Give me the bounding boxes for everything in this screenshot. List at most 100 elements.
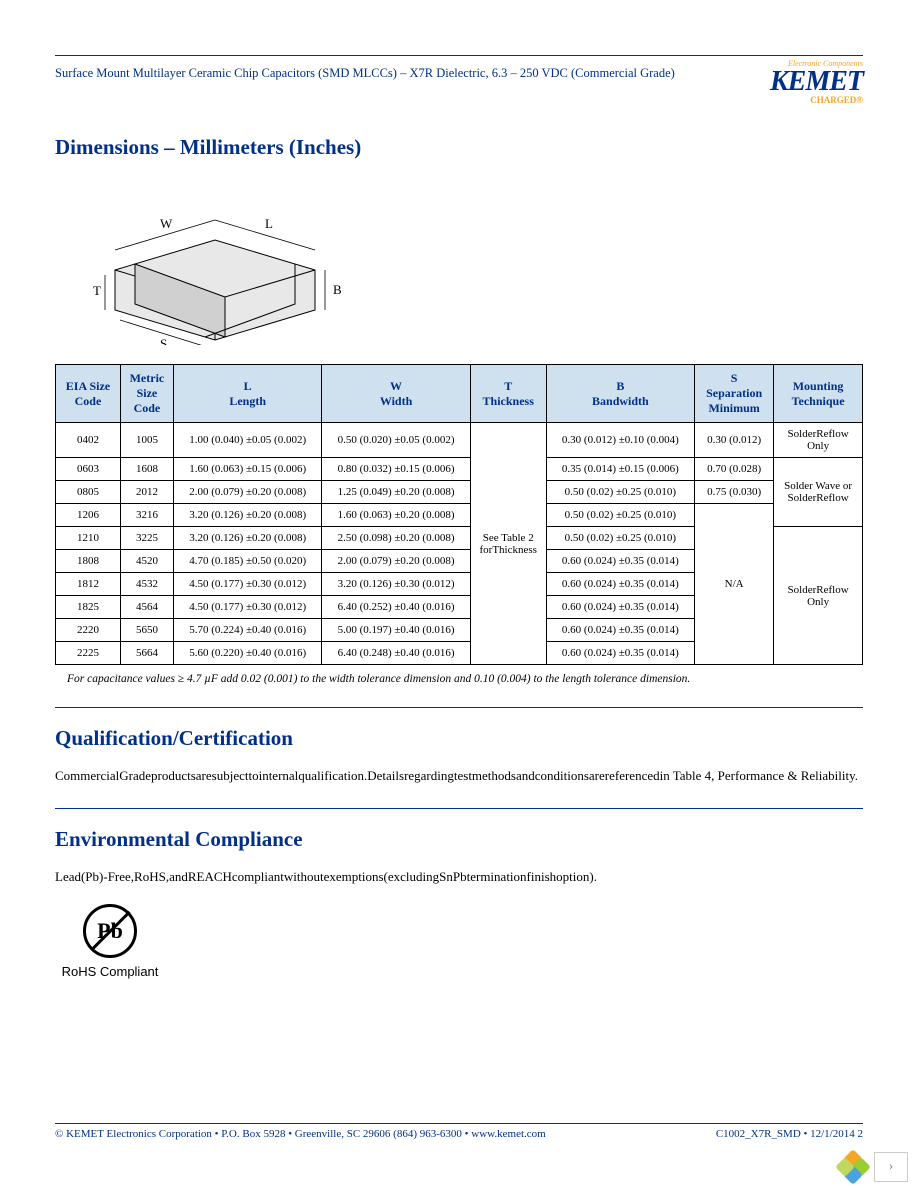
- cell-separation: 0.30 (0.012): [695, 423, 774, 458]
- cell-metric: 5650: [120, 619, 173, 642]
- cell-width: 1.25 (0.049) ±0.20 (0.008): [322, 481, 470, 504]
- qualification-heading: Qualification/Certification: [55, 726, 863, 751]
- cell-eia: 2225: [56, 642, 121, 665]
- table-row: 080520122.00 (0.079) ±0.20 (0.008)1.25 (…: [56, 481, 863, 504]
- footer-rule: [55, 1123, 863, 1124]
- environmental-heading: Environmental Compliance: [55, 827, 863, 852]
- cell-separation-na: N/A: [695, 504, 774, 665]
- pb-free-icon: Pb: [83, 904, 137, 958]
- cell-eia: 1210: [56, 527, 121, 550]
- cell-metric: 4520: [120, 550, 173, 573]
- cell-bandwidth: 0.30 (0.012) ±0.10 (0.004): [546, 423, 694, 458]
- footer-right: C1002_X7R_SMD • 12/1/2014 2: [716, 1128, 863, 1140]
- document-title: Surface Mount Multilayer Ceramic Chip Ca…: [55, 60, 675, 81]
- table-row: 060316081.60 (0.063) ±0.15 (0.006)0.80 (…: [56, 458, 863, 481]
- viewer-pager: ›: [838, 1152, 908, 1182]
- col-separation: SSeparationMinimum: [695, 365, 774, 423]
- cell-length: 3.20 (0.126) ±0.20 (0.008): [173, 504, 321, 527]
- cell-width: 6.40 (0.248) ±0.40 (0.016): [322, 642, 470, 665]
- cell-width: 2.50 (0.098) ±0.20 (0.008): [322, 527, 470, 550]
- cell-eia: 0603: [56, 458, 121, 481]
- cell-metric: 5664: [120, 642, 173, 665]
- cell-length: 1.00 (0.040) ±0.05 (0.002): [173, 423, 321, 458]
- cell-bandwidth: 0.50 (0.02) ±0.25 (0.010): [546, 481, 694, 504]
- logo-text: KEMET: [770, 68, 863, 96]
- cell-bandwidth: 0.60 (0.024) ±0.35 (0.014): [546, 642, 694, 665]
- footer-left: © KEMET Electronics Corporation • P.O. B…: [55, 1128, 546, 1140]
- cell-length: 4.70 (0.185) ±0.50 (0.020): [173, 550, 321, 573]
- cell-bandwidth: 0.60 (0.024) ±0.35 (0.014): [546, 550, 694, 573]
- rohs-label: RoHS Compliant: [62, 964, 159, 979]
- cell-width: 1.60 (0.063) ±0.20 (0.008): [322, 504, 470, 527]
- cell-metric: 3225: [120, 527, 173, 550]
- diagram-label-s: S: [160, 336, 167, 345]
- cell-bandwidth: 0.60 (0.024) ±0.35 (0.014): [546, 573, 694, 596]
- cell-bandwidth: 0.60 (0.024) ±0.35 (0.014): [546, 619, 694, 642]
- cell-length: 2.00 (0.079) ±0.20 (0.008): [173, 481, 321, 504]
- qualification-text: CommercialGradeproductsaresubjecttointer…: [55, 765, 863, 786]
- cell-eia: 0402: [56, 423, 121, 458]
- header-rule: [55, 55, 863, 56]
- divider: [55, 808, 863, 809]
- diagram-label-l: L: [265, 216, 273, 231]
- cell-mounting: SolderReflowOnly: [774, 527, 863, 665]
- diagram-label-w: W: [160, 216, 173, 231]
- page-footer: © KEMET Electronics Corporation • P.O. B…: [55, 1123, 863, 1140]
- cell-width: 5.00 (0.197) ±0.40 (0.016): [322, 619, 470, 642]
- viewer-logo-icon: [838, 1152, 868, 1182]
- next-page-button[interactable]: ›: [874, 1152, 908, 1182]
- cell-length: 4.50 (0.177) ±0.30 (0.012): [173, 573, 321, 596]
- col-eia: EIA SizeCode: [56, 365, 121, 423]
- cell-width: 0.80 (0.032) ±0.15 (0.006): [322, 458, 470, 481]
- environmental-text: Lead(Pb)-Free,RoHS,andREACHcompliantwith…: [55, 866, 863, 887]
- cell-metric: 3216: [120, 504, 173, 527]
- cell-bandwidth: 0.35 (0.014) ±0.15 (0.006): [546, 458, 694, 481]
- dimensions-table: EIA SizeCode MetricSizeCode LLength WWid…: [55, 364, 863, 665]
- cell-length: 5.60 (0.220) ±0.40 (0.016): [173, 642, 321, 665]
- chip-dimension-diagram: W L B T S: [75, 180, 355, 345]
- cell-eia: 2220: [56, 619, 121, 642]
- table-footnote: For capacitance values ≥ 4.7 µF add 0.02…: [55, 665, 863, 685]
- cell-length: 3.20 (0.126) ±0.20 (0.008): [173, 527, 321, 550]
- col-thickness: TThickness: [470, 365, 546, 423]
- cell-separation: 0.75 (0.030): [695, 481, 774, 504]
- datasheet-page: Surface Mount Multilayer Ceramic Chip Ca…: [0, 0, 918, 1188]
- divider: [55, 707, 863, 708]
- cell-eia: 1808: [56, 550, 121, 573]
- col-bandwidth: BBandwidth: [546, 365, 694, 423]
- kemet-logo: Electronic Components KEMET CHARGED®: [770, 60, 863, 105]
- cell-metric: 4532: [120, 573, 173, 596]
- cell-width: 6.40 (0.252) ±0.40 (0.016): [322, 596, 470, 619]
- cell-separation: 0.70 (0.028): [695, 458, 774, 481]
- cell-eia: 1812: [56, 573, 121, 596]
- cell-metric: 1005: [120, 423, 173, 458]
- cell-mounting: Solder Wave orSolderReflow: [774, 458, 863, 527]
- cell-eia: 1825: [56, 596, 121, 619]
- cell-metric: 4564: [120, 596, 173, 619]
- dimensions-heading: Dimensions – Millimeters (Inches): [55, 135, 863, 160]
- cell-thickness: See Table 2forThickness: [470, 423, 546, 665]
- cell-length: 1.60 (0.063) ±0.15 (0.006): [173, 458, 321, 481]
- cell-bandwidth: 0.50 (0.02) ±0.25 (0.010): [546, 527, 694, 550]
- cell-metric: 1608: [120, 458, 173, 481]
- cell-bandwidth: 0.60 (0.024) ±0.35 (0.014): [546, 596, 694, 619]
- col-mounting: MountingTechnique: [774, 365, 863, 423]
- table-header-row: EIA SizeCode MetricSizeCode LLength WWid…: [56, 365, 863, 423]
- col-length: LLength: [173, 365, 321, 423]
- table-row: 120632163.20 (0.126) ±0.20 (0.008)1.60 (…: [56, 504, 863, 527]
- logo-subtext: CHARGED®: [770, 96, 863, 105]
- cell-length: 4.50 (0.177) ±0.30 (0.012): [173, 596, 321, 619]
- cell-length: 5.70 (0.224) ±0.40 (0.016): [173, 619, 321, 642]
- cell-bandwidth: 0.50 (0.02) ±0.25 (0.010): [546, 504, 694, 527]
- col-metric: MetricSizeCode: [120, 365, 173, 423]
- cell-width: 3.20 (0.126) ±0.30 (0.012): [322, 573, 470, 596]
- rohs-compliance-badge: Pb RoHS Compliant: [55, 904, 165, 979]
- cell-eia: 0805: [56, 481, 121, 504]
- page-header: Surface Mount Multilayer Ceramic Chip Ca…: [55, 60, 863, 105]
- cell-mounting: SolderReflowOnly: [774, 423, 863, 458]
- cell-metric: 2012: [120, 481, 173, 504]
- table-row: 040210051.00 (0.040) ±0.05 (0.002)0.50 (…: [56, 423, 863, 458]
- cell-width: 2.00 (0.079) ±0.20 (0.008): [322, 550, 470, 573]
- diagram-label-b: B: [333, 282, 342, 297]
- col-width: WWidth: [322, 365, 470, 423]
